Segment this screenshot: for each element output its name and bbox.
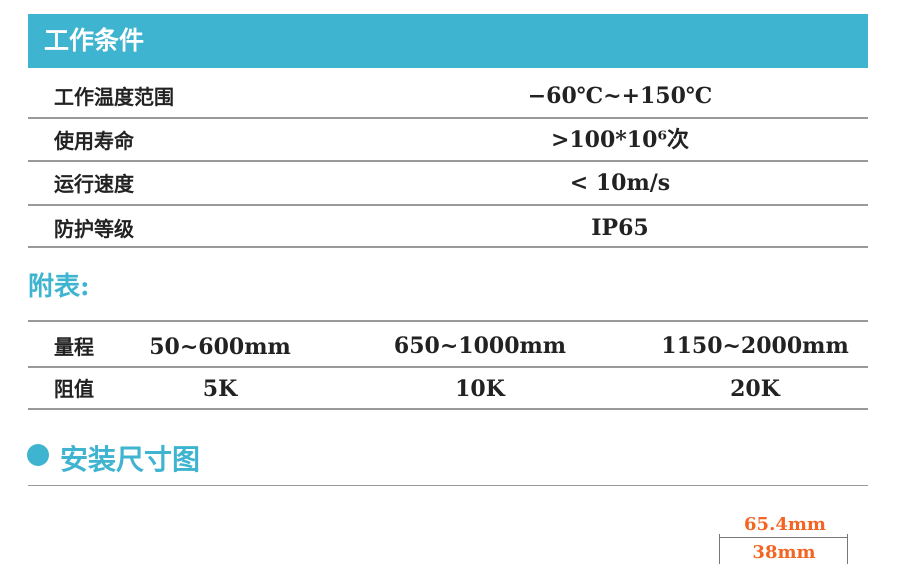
divider <box>28 485 868 486</box>
section-header-working-conditions: 工作条件 <box>28 14 868 68</box>
range-label: 量程 <box>54 335 94 359</box>
range-cell: 1150~2000mm <box>661 333 849 359</box>
divider <box>28 366 868 368</box>
condition-label: 运行速度 <box>54 172 134 196</box>
resistance-cell: 10K <box>455 376 505 402</box>
divider <box>28 408 868 410</box>
resistance-cell: 20K <box>730 376 780 402</box>
dimension-inner: 38mm <box>752 542 816 563</box>
dimension-tick <box>719 534 720 564</box>
condition-value: < 10m/s <box>569 170 671 196</box>
range-cell: 650~1000mm <box>393 333 567 359</box>
dimension-outer: 65.4mm <box>744 514 826 535</box>
condition-label: 防护等级 <box>54 217 134 241</box>
divider <box>28 160 868 162</box>
appendix-title: 附表: <box>28 272 90 302</box>
range-cell: 50~600mm <box>149 334 291 360</box>
resistance-cell: 5K <box>202 376 238 402</box>
condition-label: 使用寿命 <box>54 129 134 153</box>
dimension-tick <box>847 534 848 564</box>
resistance-label: 阻值 <box>54 377 94 401</box>
divider <box>28 246 868 248</box>
condition-value: −60℃~+150℃ <box>527 83 713 109</box>
divider <box>28 117 868 119</box>
install-title: 安装尺寸图 <box>60 443 201 476</box>
divider <box>28 204 868 206</box>
divider <box>28 320 868 322</box>
condition-value: IP65 <box>591 215 649 241</box>
condition-label: 工作温度范围 <box>54 85 174 109</box>
condition-value: >100*10⁶次 <box>550 127 690 153</box>
dimension-line <box>719 537 847 538</box>
bullet-icon <box>27 444 49 466</box>
